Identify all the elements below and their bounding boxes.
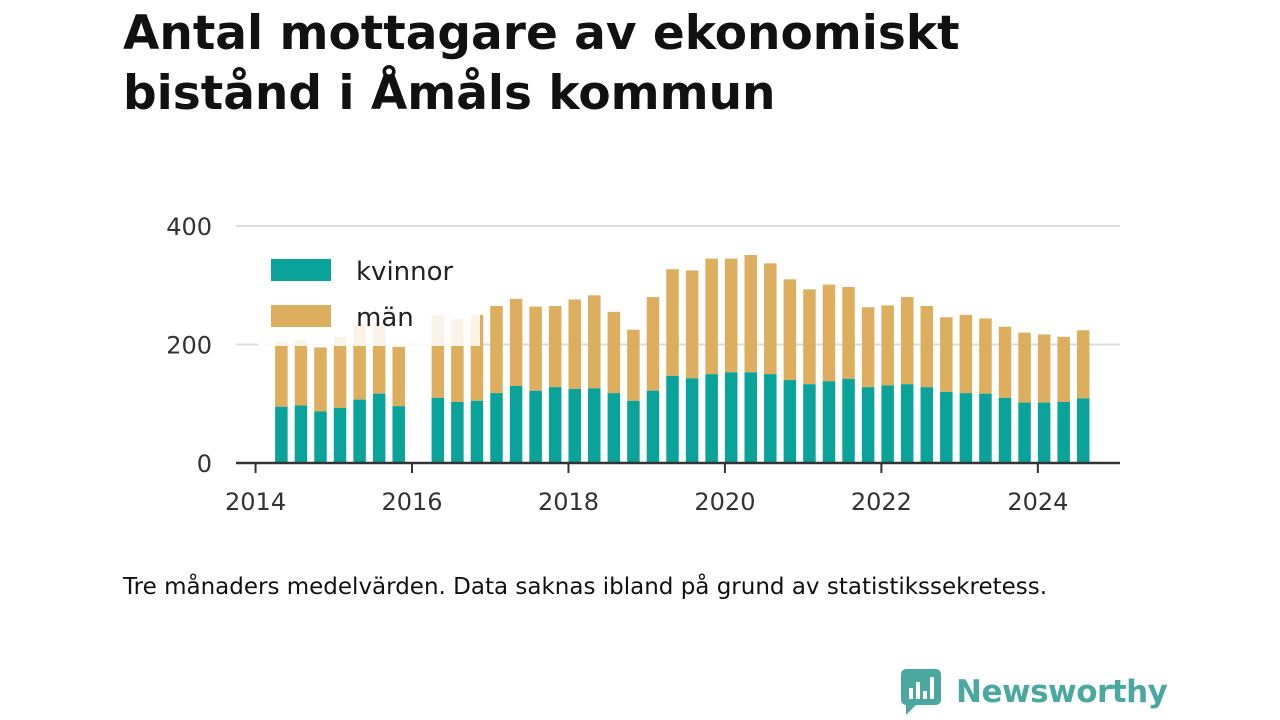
bar-kvinnor bbox=[1057, 401, 1070, 463]
bar-kvinnor bbox=[1018, 402, 1031, 463]
bar-man bbox=[1018, 332, 1031, 403]
bar-kvinnor bbox=[920, 387, 934, 463]
bar-kvinnor bbox=[764, 374, 777, 463]
bar-kvinnor bbox=[588, 388, 601, 463]
bar-kvinnor bbox=[548, 387, 562, 463]
bar-man bbox=[275, 341, 288, 407]
bar-man bbox=[627, 329, 640, 401]
bar-man bbox=[392, 346, 405, 407]
bar-kvinnor bbox=[353, 399, 366, 463]
bar-kvinnor bbox=[881, 385, 894, 463]
x-tick-label: 2016 bbox=[381, 488, 442, 516]
chart-title: Antal mottagare av ekonomiskt bistånd i … bbox=[123, 6, 960, 121]
legend-label-man: män bbox=[356, 303, 414, 333]
bar-man bbox=[724, 258, 738, 373]
bar-man bbox=[1037, 334, 1051, 403]
bar-kvinnor bbox=[431, 397, 445, 463]
bar-man bbox=[646, 297, 660, 391]
bar-kvinnor bbox=[607, 393, 621, 463]
bar-kvinnor bbox=[724, 372, 738, 463]
bar-kvinnor bbox=[451, 401, 464, 463]
bar-man bbox=[940, 317, 953, 392]
bar-kvinnor bbox=[842, 378, 855, 463]
bar-kvinnor bbox=[646, 390, 660, 463]
bar-kvinnor bbox=[392, 406, 405, 463]
bar-kvinnor bbox=[666, 375, 679, 463]
bar-man bbox=[509, 298, 523, 386]
bar-man bbox=[685, 270, 699, 379]
bar-kvinnor bbox=[490, 393, 503, 463]
legend-swatch-kvinnor bbox=[271, 259, 331, 281]
bars bbox=[275, 255, 1090, 463]
y-tick-label: 0 bbox=[197, 450, 212, 478]
bar-kvinnor bbox=[940, 391, 953, 463]
x-tick-label: 2024 bbox=[1007, 488, 1068, 516]
bar-kvinnor bbox=[1037, 402, 1051, 463]
bar-kvinnor bbox=[959, 393, 973, 463]
bar-kvinnor bbox=[822, 381, 836, 463]
bar-man bbox=[998, 326, 1012, 398]
x-tick-label: 2014 bbox=[225, 488, 286, 516]
bar-kvinnor bbox=[568, 388, 581, 463]
bar-man bbox=[744, 255, 758, 373]
bar-kvinnor bbox=[294, 405, 308, 463]
bar-man bbox=[314, 347, 327, 412]
bar-man bbox=[607, 311, 621, 394]
bar-man bbox=[333, 336, 347, 408]
newsworthy-logo-icon bbox=[901, 669, 941, 715]
bar-man bbox=[920, 305, 934, 388]
bar-man bbox=[842, 287, 855, 379]
bar-man bbox=[900, 297, 914, 385]
bar-kvinnor bbox=[470, 400, 484, 463]
bar-man bbox=[861, 307, 875, 388]
bar-kvinnor bbox=[627, 400, 640, 463]
bar-man bbox=[1057, 336, 1070, 402]
bar-kvinnor bbox=[705, 374, 718, 463]
bar-kvinnor bbox=[685, 378, 699, 463]
bar-man bbox=[783, 279, 797, 381]
bar-man bbox=[548, 305, 562, 388]
bar-man bbox=[803, 289, 816, 385]
bar-kvinnor bbox=[900, 384, 914, 463]
bar-kvinnor bbox=[275, 406, 288, 463]
bar-man bbox=[568, 299, 581, 389]
bar-man bbox=[588, 295, 601, 389]
legend-label-kvinnor: kvinnor bbox=[356, 257, 454, 287]
legend: kvinnor män bbox=[258, 248, 480, 346]
bar-kvinnor bbox=[998, 397, 1012, 463]
bar-man bbox=[490, 305, 503, 394]
x-tick-label: 2018 bbox=[538, 488, 599, 516]
newsworthy-logo: Newsworthy bbox=[900, 668, 1168, 716]
bar-man bbox=[822, 284, 836, 382]
bar-kvinnor bbox=[1076, 398, 1090, 463]
bar-kvinnor bbox=[372, 393, 386, 463]
bar-kvinnor bbox=[529, 390, 542, 463]
y-tick-label: 200 bbox=[166, 332, 212, 360]
bar-man bbox=[705, 258, 718, 375]
bar-kvinnor bbox=[314, 411, 327, 463]
bar-man bbox=[529, 306, 542, 391]
x-tick-label: 2020 bbox=[694, 488, 755, 516]
bar-man bbox=[979, 318, 992, 394]
bar-kvinnor bbox=[803, 384, 816, 463]
bar-man bbox=[881, 305, 894, 386]
legend-swatch-man bbox=[271, 305, 331, 327]
y-tick-label: 400 bbox=[166, 213, 212, 241]
bar-kvinnor bbox=[333, 407, 347, 463]
bar-kvinnor bbox=[509, 385, 523, 463]
bar-man bbox=[764, 263, 777, 375]
brand-name: Newsworthy bbox=[956, 674, 1168, 710]
bar-kvinnor bbox=[979, 393, 992, 463]
chart-caption: Tre månaders medelvärden. Data saknas ib… bbox=[123, 574, 1048, 600]
bar-man bbox=[294, 340, 308, 406]
bar-kvinnor bbox=[744, 372, 758, 463]
bar-kvinnor bbox=[783, 380, 797, 463]
bar-man bbox=[1076, 330, 1090, 399]
bar-man bbox=[666, 269, 679, 376]
x-tick-label: 2022 bbox=[851, 488, 912, 516]
bar-man bbox=[959, 314, 973, 394]
axes: 0 200 400 2014 2016 2018 2020 2022 2024 bbox=[166, 213, 1120, 516]
bar-kvinnor bbox=[861, 387, 875, 463]
